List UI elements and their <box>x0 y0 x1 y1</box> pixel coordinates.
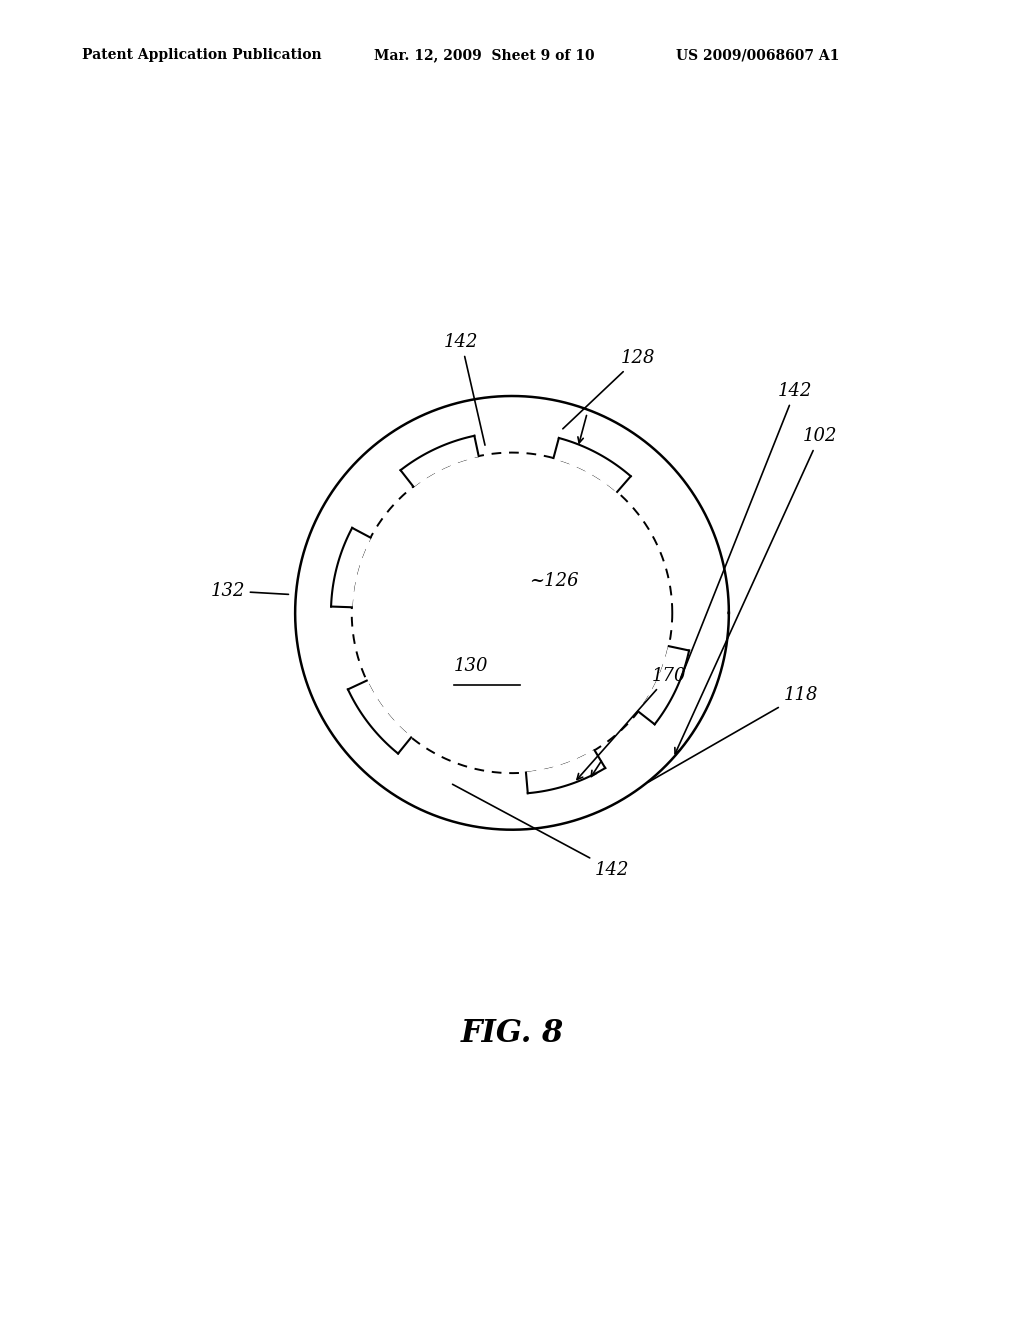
Polygon shape <box>554 438 631 492</box>
Text: 102: 102 <box>675 428 837 754</box>
Polygon shape <box>295 396 729 830</box>
Polygon shape <box>400 436 478 487</box>
Text: 170: 170 <box>577 667 686 780</box>
Text: Mar. 12, 2009  Sheet 9 of 10: Mar. 12, 2009 Sheet 9 of 10 <box>374 49 594 62</box>
Text: 142: 142 <box>453 784 630 879</box>
Polygon shape <box>638 647 689 725</box>
Text: 130: 130 <box>454 657 488 676</box>
Text: 142: 142 <box>681 381 812 678</box>
Text: Patent Application Publication: Patent Application Publication <box>82 49 322 62</box>
Polygon shape <box>348 681 411 754</box>
Text: US 2009/0068607 A1: US 2009/0068607 A1 <box>676 49 840 62</box>
Text: 142: 142 <box>444 333 485 445</box>
Polygon shape <box>331 528 371 607</box>
Text: 132: 132 <box>210 582 289 599</box>
Text: 118: 118 <box>648 685 818 783</box>
Text: ~126: ~126 <box>529 573 579 590</box>
Polygon shape <box>526 750 605 793</box>
Text: 128: 128 <box>563 348 655 429</box>
Text: FIG. 8: FIG. 8 <box>461 1018 563 1049</box>
